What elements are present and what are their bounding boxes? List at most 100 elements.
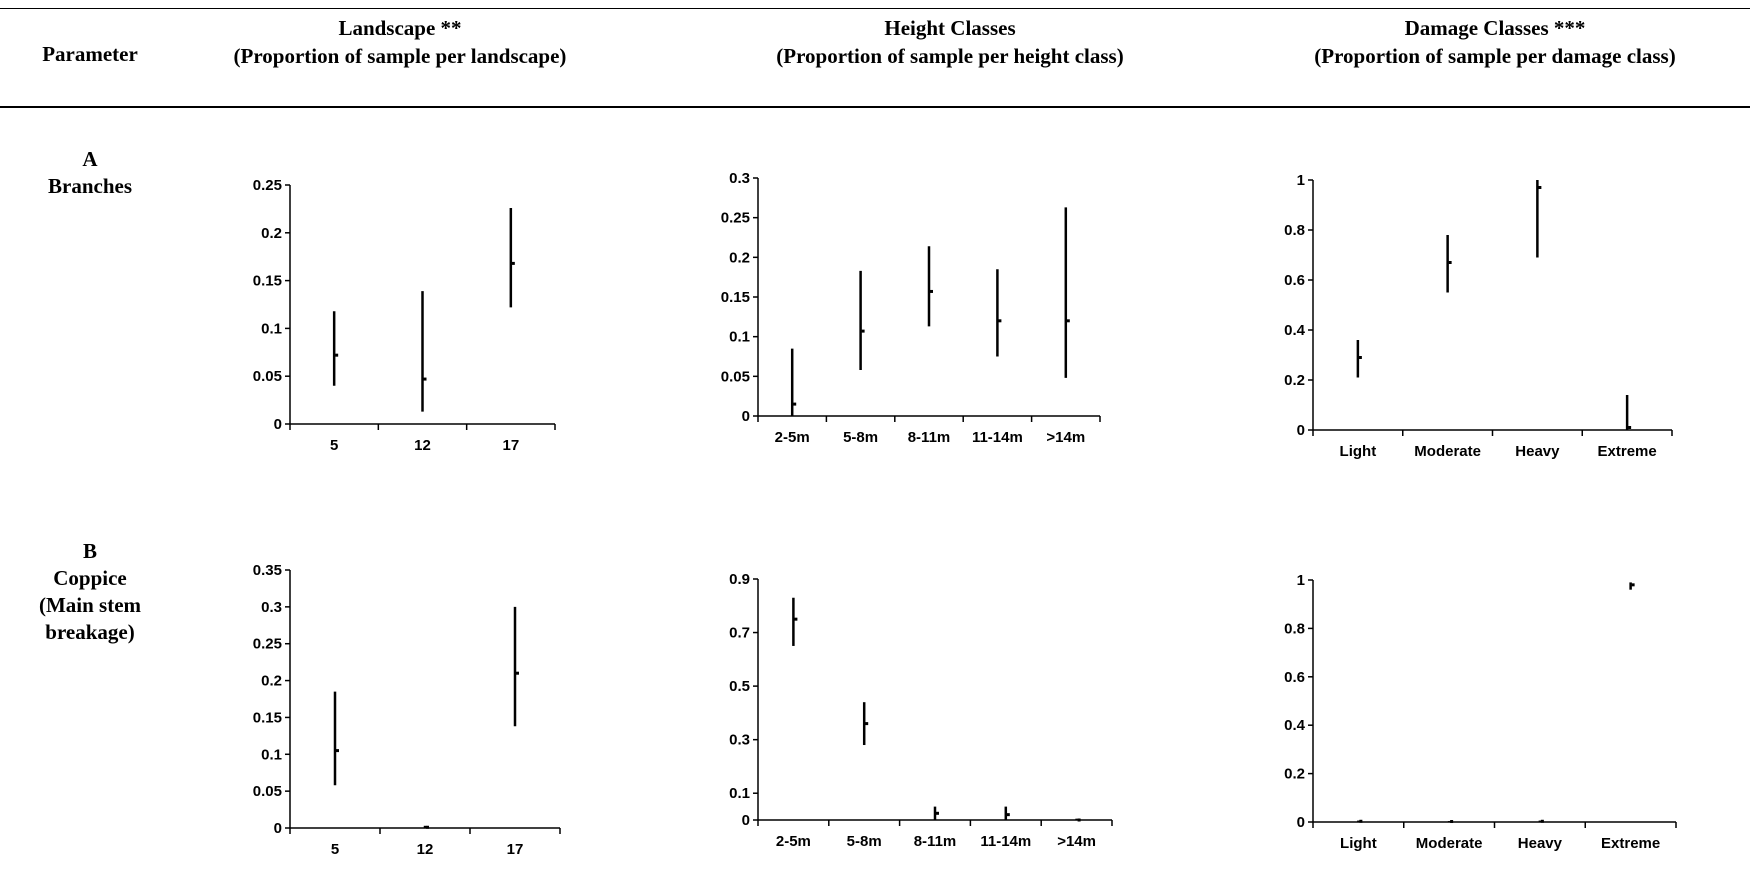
y-tick-label: 0.05 — [253, 368, 282, 385]
height-title: Height Classes — [884, 16, 1016, 40]
x-tick-label: Extreme — [1601, 835, 1660, 852]
x-tick-label: 17 — [507, 841, 524, 858]
data-point — [1358, 356, 1362, 359]
x-tick-label: 8-11m — [914, 833, 957, 850]
x-tick-label: 5-8m — [843, 429, 878, 446]
y-tick-label: 0.35 — [253, 562, 282, 579]
data-point — [426, 825, 429, 829]
x-tick-label: 8-11m — [908, 429, 951, 446]
data-point — [1540, 819, 1544, 823]
data-point — [1077, 818, 1081, 822]
y-tick-label: 0.25 — [253, 636, 282, 653]
row-b-letter: B — [82, 539, 97, 563]
y-tick-label: 0 — [274, 416, 282, 433]
y-tick-label: 0 — [1297, 422, 1305, 439]
row-a-letter: A — [82, 147, 98, 171]
data-point — [794, 617, 798, 621]
data-point — [1066, 319, 1070, 323]
y-tick-label: 0.2 — [261, 225, 282, 242]
damage-title: Damage Classes *** — [1404, 16, 1586, 40]
row-b-label: B Coppice (Main stem breakage) — [20, 538, 160, 646]
x-tick-label: Light — [1340, 443, 1377, 460]
y-tick-label: 0 — [742, 408, 750, 425]
data-point — [1628, 426, 1632, 429]
landscape-title: Landscape ** — [338, 16, 462, 40]
y-tick-label: 0.2 — [1284, 372, 1305, 389]
parameter-heading: Parameter — [42, 42, 138, 66]
y-tick-label: 0.25 — [721, 210, 750, 227]
damage-subtitle: (Proportion of sample per damage class) — [1314, 44, 1676, 68]
header-damage: Damage Classes *** (Proportion of sample… — [1250, 0, 1740, 98]
header-height: Height Classes (Proportion of sample per… — [700, 0, 1200, 98]
data-point — [1006, 813, 1010, 817]
row-b-name-line3: breakage) — [45, 620, 135, 644]
x-tick-label: 17 — [502, 437, 519, 454]
x-tick-label: 2-5m — [775, 429, 810, 446]
x-tick-label: Moderate — [1416, 835, 1483, 852]
y-tick-label: 0.1 — [729, 329, 750, 346]
y-tick-label: 0.8 — [1284, 222, 1305, 239]
header-landscape: Landscape ** (Proportion of sample per l… — [180, 0, 620, 98]
landscape-subtitle: (Proportion of sample per landscape) — [233, 44, 567, 68]
data-point — [1359, 819, 1363, 823]
y-tick-label: 0 — [1297, 814, 1305, 831]
y-tick-label: 1 — [1297, 172, 1305, 189]
y-tick-label: 0.4 — [1284, 322, 1306, 339]
y-tick-label: 0.7 — [729, 625, 750, 642]
y-tick-label: 0.2 — [261, 673, 282, 690]
y-tick-label: 0.5 — [729, 678, 750, 695]
header-top-rule — [0, 8, 1750, 9]
height-subtitle: (Proportion of sample per height class) — [776, 44, 1124, 68]
row-a-label: A Branches — [20, 146, 160, 200]
y-tick-label: 0 — [274, 820, 282, 837]
y-tick-label: 0 — [742, 812, 750, 829]
y-tick-label: 0.15 — [253, 273, 282, 290]
header-bottom-rule — [0, 106, 1750, 108]
header-parameter: Parameter — [10, 0, 170, 98]
data-point — [936, 811, 939, 815]
y-tick-label: 0.3 — [261, 599, 282, 616]
x-tick-label: >14m — [1046, 429, 1085, 446]
y-tick-label: 0.6 — [1284, 272, 1305, 289]
y-tick-label: 0.05 — [721, 368, 750, 385]
data-point — [998, 319, 1002, 323]
y-tick-label: 0.4 — [1284, 717, 1306, 734]
y-tick-label: 0.6 — [1284, 669, 1305, 686]
y-tick-label: 0.2 — [729, 249, 750, 266]
y-tick-label: 0.05 — [253, 783, 282, 800]
data-point — [516, 671, 519, 675]
x-tick-label: Light — [1340, 835, 1377, 852]
x-tick-label: 12 — [417, 841, 434, 858]
y-tick-label: 1 — [1297, 572, 1305, 589]
y-tick-label: 0.3 — [729, 170, 750, 187]
y-tick-label: 0.25 — [253, 177, 282, 194]
row-b-name-line2: (Main stem — [38, 593, 142, 617]
data-point — [1538, 186, 1542, 189]
x-tick-label: 12 — [414, 437, 431, 454]
data-point — [930, 289, 933, 293]
data-point — [335, 353, 339, 357]
x-tick-label: Heavy — [1518, 835, 1563, 852]
data-point — [1448, 261, 1452, 264]
y-tick-label: 0.1 — [729, 785, 750, 802]
y-tick-label: 0.9 — [729, 571, 750, 588]
row-a-name: Branches — [48, 174, 132, 198]
data-point — [511, 261, 515, 265]
row-b-name-line1: Coppice — [53, 566, 127, 590]
y-tick-label: 0.1 — [261, 746, 282, 763]
x-tick-label: 11-14m — [980, 833, 1031, 850]
x-tick-label: >14m — [1057, 833, 1096, 850]
data-point — [861, 329, 865, 333]
x-tick-label: Moderate — [1414, 443, 1481, 460]
y-tick-label: 0.15 — [721, 289, 750, 306]
x-tick-label: Extreme — [1598, 443, 1657, 460]
x-tick-label: Heavy — [1515, 443, 1560, 460]
x-tick-label: 2-5m — [776, 833, 811, 850]
x-tick-label: 5 — [330, 437, 338, 454]
y-tick-label: 0.8 — [1284, 620, 1305, 637]
data-point — [336, 749, 339, 753]
y-tick-label: 0.1 — [261, 320, 282, 337]
x-tick-label: 5 — [331, 841, 339, 858]
x-tick-label: 5-8m — [847, 833, 882, 850]
